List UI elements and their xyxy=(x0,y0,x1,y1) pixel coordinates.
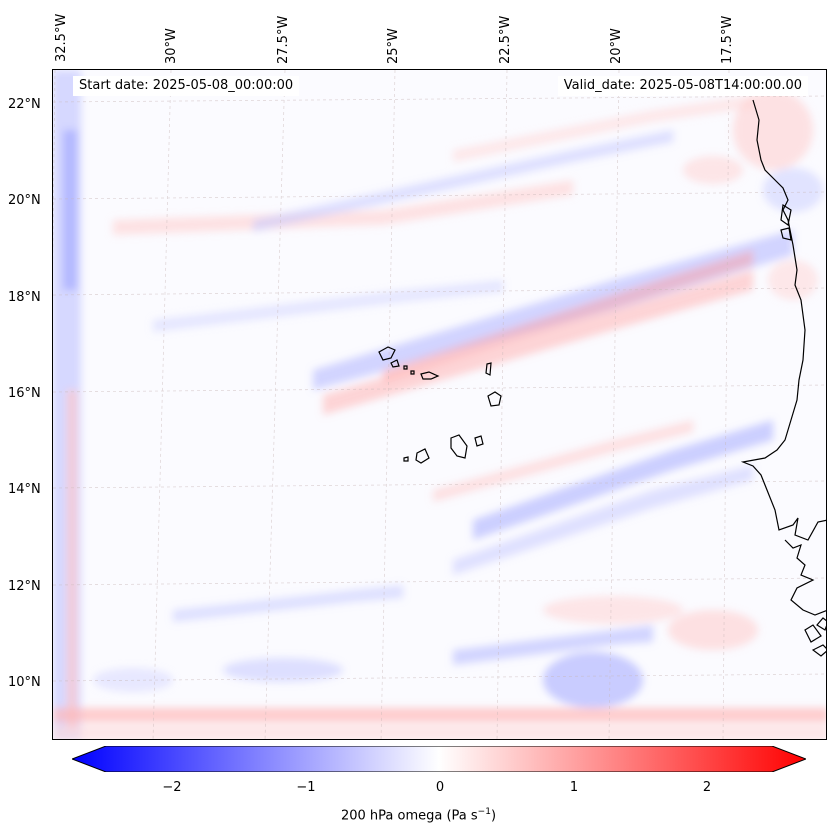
colorbar-tick-minus2: −2 xyxy=(162,780,182,795)
cape-verde-islands xyxy=(378,346,502,464)
gridlines xyxy=(53,70,826,739)
colorbar-tick-1: 1 xyxy=(569,780,579,795)
lon-label-17-5w: 17.5°W xyxy=(720,15,735,64)
lon-label-22-5w: 22.5°W xyxy=(498,15,513,64)
lat-label-12n: 12°N xyxy=(8,579,41,594)
colorbar-label-close: ) xyxy=(490,808,497,824)
map-frame xyxy=(52,69,827,740)
lat-label-22n: 22°N xyxy=(8,97,41,112)
colorbar-body xyxy=(72,746,806,772)
colorbar-tick-0: 0 xyxy=(435,780,445,795)
lon-label-30w: 30°W xyxy=(164,28,179,64)
lat-label-16n: 16°N xyxy=(8,386,41,401)
coastline xyxy=(740,99,826,657)
colorbar-label-text: 200 hPa omega (Pa s xyxy=(340,808,478,824)
lat-label-14n: 14°N xyxy=(8,482,41,497)
lat-label-20n: 20°N xyxy=(8,193,41,208)
colorbar-label: 200 hPa omega (Pa s−1) xyxy=(0,807,837,823)
lon-label-32-5w: 32.5°W xyxy=(54,13,69,62)
start-date-label: Start date: 2025-05-08_00:00:00 xyxy=(73,76,300,96)
omega-field xyxy=(53,70,826,739)
colorbar-label-exponent: −1 xyxy=(477,807,491,817)
valid-date-label: Valid_date: 2025-05-08T14:00:00.00 xyxy=(557,76,808,96)
lon-label-25w: 25°W xyxy=(386,28,401,64)
lon-label-27-5w: 27.5°W xyxy=(276,15,291,64)
lat-label-18n: 18°N xyxy=(8,290,41,305)
map-canvas xyxy=(53,70,826,739)
colorbar xyxy=(72,746,806,772)
lat-label-10n: 10°N xyxy=(8,675,41,690)
colorbar-tick-2: 2 xyxy=(702,780,712,795)
colorbar-tick-minus1: −1 xyxy=(296,780,316,795)
lon-label-20w: 20°W xyxy=(609,28,624,64)
